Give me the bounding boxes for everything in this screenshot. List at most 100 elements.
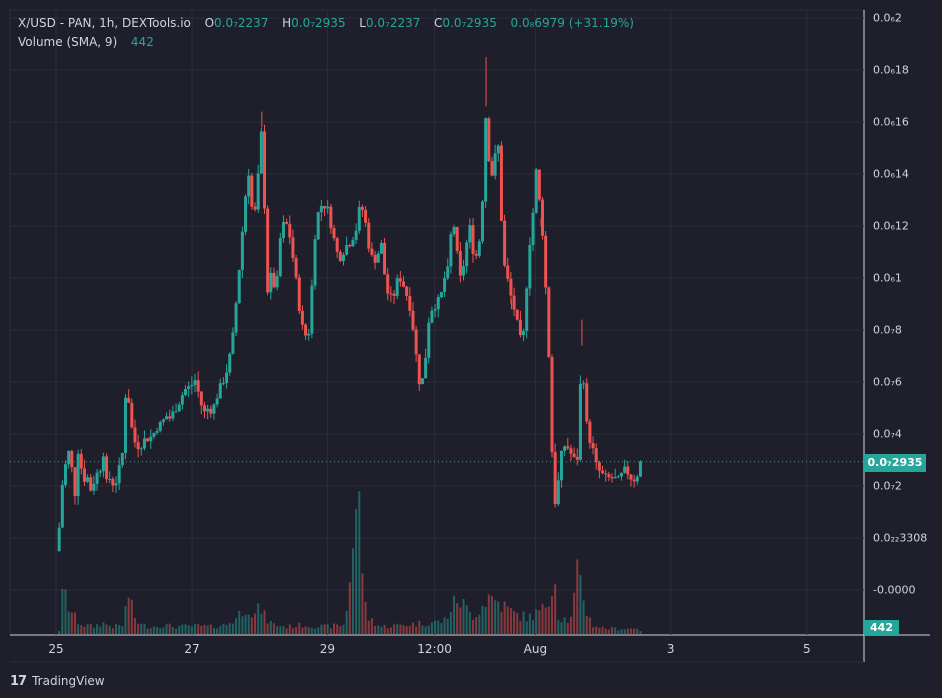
candle — [430, 310, 434, 323]
candle — [101, 456, 105, 472]
candle — [439, 291, 443, 298]
candle — [348, 245, 352, 247]
candle — [619, 472, 623, 477]
volume-bar — [133, 618, 136, 634]
volume-bar — [260, 613, 263, 634]
volume-bar — [364, 601, 367, 634]
volume-bar — [124, 606, 127, 634]
candle — [604, 473, 608, 475]
candle — [82, 468, 86, 482]
volume-bar — [269, 620, 272, 634]
volume-bar — [310, 627, 313, 634]
volume-bar — [320, 624, 323, 634]
volume-bar — [121, 626, 124, 634]
volume-bar — [298, 622, 301, 634]
candle — [468, 225, 472, 243]
candle — [572, 453, 576, 457]
volume-bar — [152, 626, 155, 634]
candle — [253, 206, 257, 210]
candle — [316, 212, 320, 240]
volume-bar — [206, 625, 209, 634]
candle — [341, 254, 345, 262]
candle — [402, 281, 406, 287]
volume-bar — [61, 588, 64, 634]
time-axis-label: 3 — [666, 642, 675, 656]
candle — [319, 205, 323, 213]
candle — [218, 383, 222, 399]
candle — [105, 456, 109, 480]
volume-bar — [162, 627, 165, 634]
candle — [206, 408, 210, 412]
candle — [518, 319, 522, 336]
candle — [139, 448, 143, 450]
candle — [152, 432, 156, 437]
volume-bar — [304, 626, 307, 634]
volume-bar — [418, 620, 421, 634]
price-axis-label: -0.0000 — [873, 583, 916, 597]
candle — [114, 483, 118, 486]
candle — [199, 391, 203, 406]
volume-bar — [636, 628, 639, 634]
tradingview-footer[interactable]: 𝟭𝟳 TradingView — [10, 672, 105, 690]
volume-bar — [633, 628, 636, 634]
candle — [556, 480, 560, 505]
candle — [168, 416, 172, 419]
candle — [196, 380, 200, 392]
volume-bar — [231, 623, 234, 634]
candle — [117, 465, 121, 484]
candle — [177, 404, 181, 412]
volume-bar — [503, 601, 506, 634]
candle — [98, 471, 102, 473]
volume-bar — [487, 594, 490, 634]
candle — [184, 388, 188, 396]
plot-frame — [9, 9, 865, 636]
volume-bar — [592, 627, 595, 634]
candle — [503, 220, 507, 266]
volume-bar — [623, 629, 626, 634]
volume-bar — [266, 623, 269, 634]
candle — [190, 384, 194, 387]
volume-bar — [427, 625, 430, 634]
volume-bar — [118, 624, 121, 634]
volume-bar — [263, 610, 266, 634]
volume-bar — [67, 611, 70, 634]
candle — [632, 479, 636, 482]
candle — [414, 329, 418, 355]
candle — [133, 427, 137, 443]
candle — [165, 416, 169, 420]
candle — [465, 242, 469, 267]
candle — [269, 272, 273, 293]
candle — [471, 225, 475, 254]
volume-bar — [544, 607, 547, 634]
volume-bar — [282, 625, 285, 634]
volume-bar — [377, 625, 380, 634]
volume-bar — [102, 622, 105, 634]
candle — [392, 293, 396, 296]
volume-bar — [137, 623, 140, 634]
candle — [537, 169, 541, 200]
candle — [237, 269, 241, 304]
volume-bar — [143, 623, 146, 634]
volume-bar — [146, 628, 149, 634]
volume-bar — [500, 611, 503, 634]
volume-bar — [389, 627, 392, 634]
candle — [300, 310, 304, 325]
volume-bar — [383, 624, 386, 634]
candle — [411, 310, 415, 330]
volume-bar — [424, 626, 427, 634]
candle — [499, 145, 503, 221]
candle — [244, 196, 248, 232]
volume-bar — [528, 613, 531, 634]
volume-bar — [522, 611, 525, 634]
last-price-tag: 0.0₇2935 — [864, 454, 926, 472]
time-axis-label: 25 — [48, 642, 64, 656]
volume-bar — [374, 625, 377, 634]
volume-bar — [80, 624, 83, 634]
candle — [351, 239, 355, 247]
candle — [360, 206, 364, 210]
candle — [288, 223, 292, 238]
candle — [212, 404, 216, 414]
volume-bar — [446, 618, 449, 634]
volume-bar — [181, 624, 184, 634]
